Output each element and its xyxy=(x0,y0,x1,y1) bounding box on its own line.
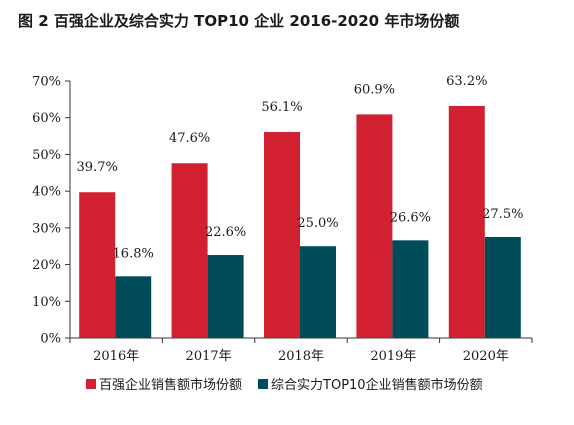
bar-series1 xyxy=(448,105,485,338)
y-tick-label: 30% xyxy=(32,221,61,236)
legend-label: 百强企业销售额市场份额 xyxy=(99,377,242,393)
data-label: 63.2% xyxy=(446,74,487,89)
data-label: 56.1% xyxy=(261,100,302,115)
y-tick-label: 10% xyxy=(32,295,61,310)
bar-series1 xyxy=(79,192,116,338)
x-tick-label: 2017年 xyxy=(186,349,232,364)
y-tick-label: 0% xyxy=(40,332,61,347)
legend-swatch xyxy=(86,379,96,389)
bar-series1 xyxy=(356,114,393,338)
x-tick-label: 2020年 xyxy=(463,349,509,364)
bar-series2 xyxy=(207,255,244,338)
data-label: 25.0% xyxy=(297,216,338,231)
bar-series2 xyxy=(300,246,336,338)
bar-series1 xyxy=(264,132,300,338)
y-tick-label: 70% xyxy=(32,75,61,90)
x-tick-label: 2019年 xyxy=(370,349,416,364)
chart-title: 图 2 百强企业及综合实力 TOP10 企业 2016-2020 年市场份额 xyxy=(18,12,460,30)
legend-swatch xyxy=(258,379,269,389)
bar-series2 xyxy=(484,237,521,338)
bar-series1 xyxy=(171,163,208,338)
bar-series2 xyxy=(392,240,429,338)
bar-series2 xyxy=(115,276,152,338)
legend-label: 综合实力TOP10企业销售额市场份额 xyxy=(271,377,483,393)
y-tick-label: 20% xyxy=(32,258,61,273)
data-label: 47.6% xyxy=(169,131,210,146)
data-label: 26.6% xyxy=(390,210,431,225)
data-label: 27.5% xyxy=(482,207,523,222)
y-tick-label: 40% xyxy=(32,185,61,200)
x-tick-label: 2018年 xyxy=(278,349,324,364)
data-label: 16.8% xyxy=(113,246,154,261)
data-label: 22.6% xyxy=(205,225,246,240)
data-label: 39.7% xyxy=(77,160,118,175)
y-tick-label: 50% xyxy=(32,148,61,163)
data-label: 60.9% xyxy=(354,82,395,97)
x-tick-label: 2016年 xyxy=(93,349,139,364)
y-tick-label: 60% xyxy=(32,111,61,126)
